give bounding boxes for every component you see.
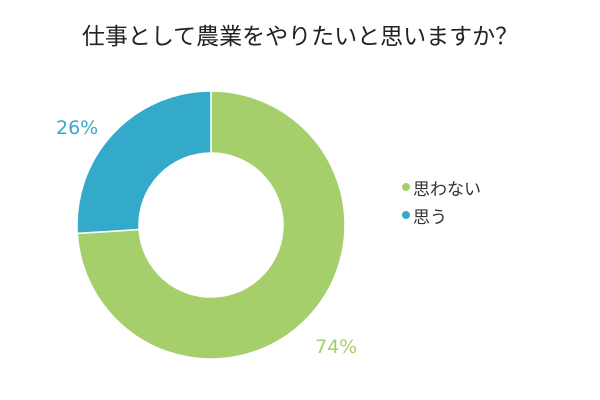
donut-slice-no[interactable] [76, 90, 346, 360]
legend-label-no: 思わない [413, 179, 481, 200]
label-yes-pct: 26% [56, 117, 99, 139]
legend-item-yes[interactable]: 思う [402, 201, 481, 229]
legend-label-yes: 思う [413, 207, 447, 228]
legend: 思わない 思う [402, 173, 481, 229]
label-no-pct: 74% [315, 336, 358, 358]
legend-item-no[interactable]: 思わない [402, 173, 481, 201]
donut-slice-yes[interactable] [76, 90, 212, 235]
legend-dot-yes-icon [402, 211, 410, 219]
chart-title: 仕事として農業をやりたいと思いますか？ [81, 24, 519, 50]
legend-dot-no-icon [402, 183, 410, 191]
